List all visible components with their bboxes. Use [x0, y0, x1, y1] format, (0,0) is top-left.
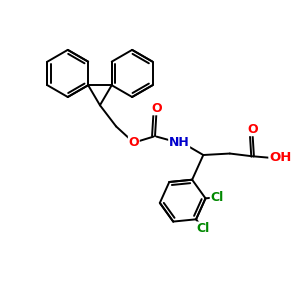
Text: Cl: Cl	[196, 222, 209, 235]
Text: OH: OH	[269, 152, 291, 164]
Text: O: O	[247, 123, 258, 136]
Text: Cl: Cl	[210, 191, 224, 204]
Text: NH: NH	[169, 136, 190, 149]
Text: O: O	[151, 102, 162, 115]
Text: O: O	[128, 136, 139, 149]
